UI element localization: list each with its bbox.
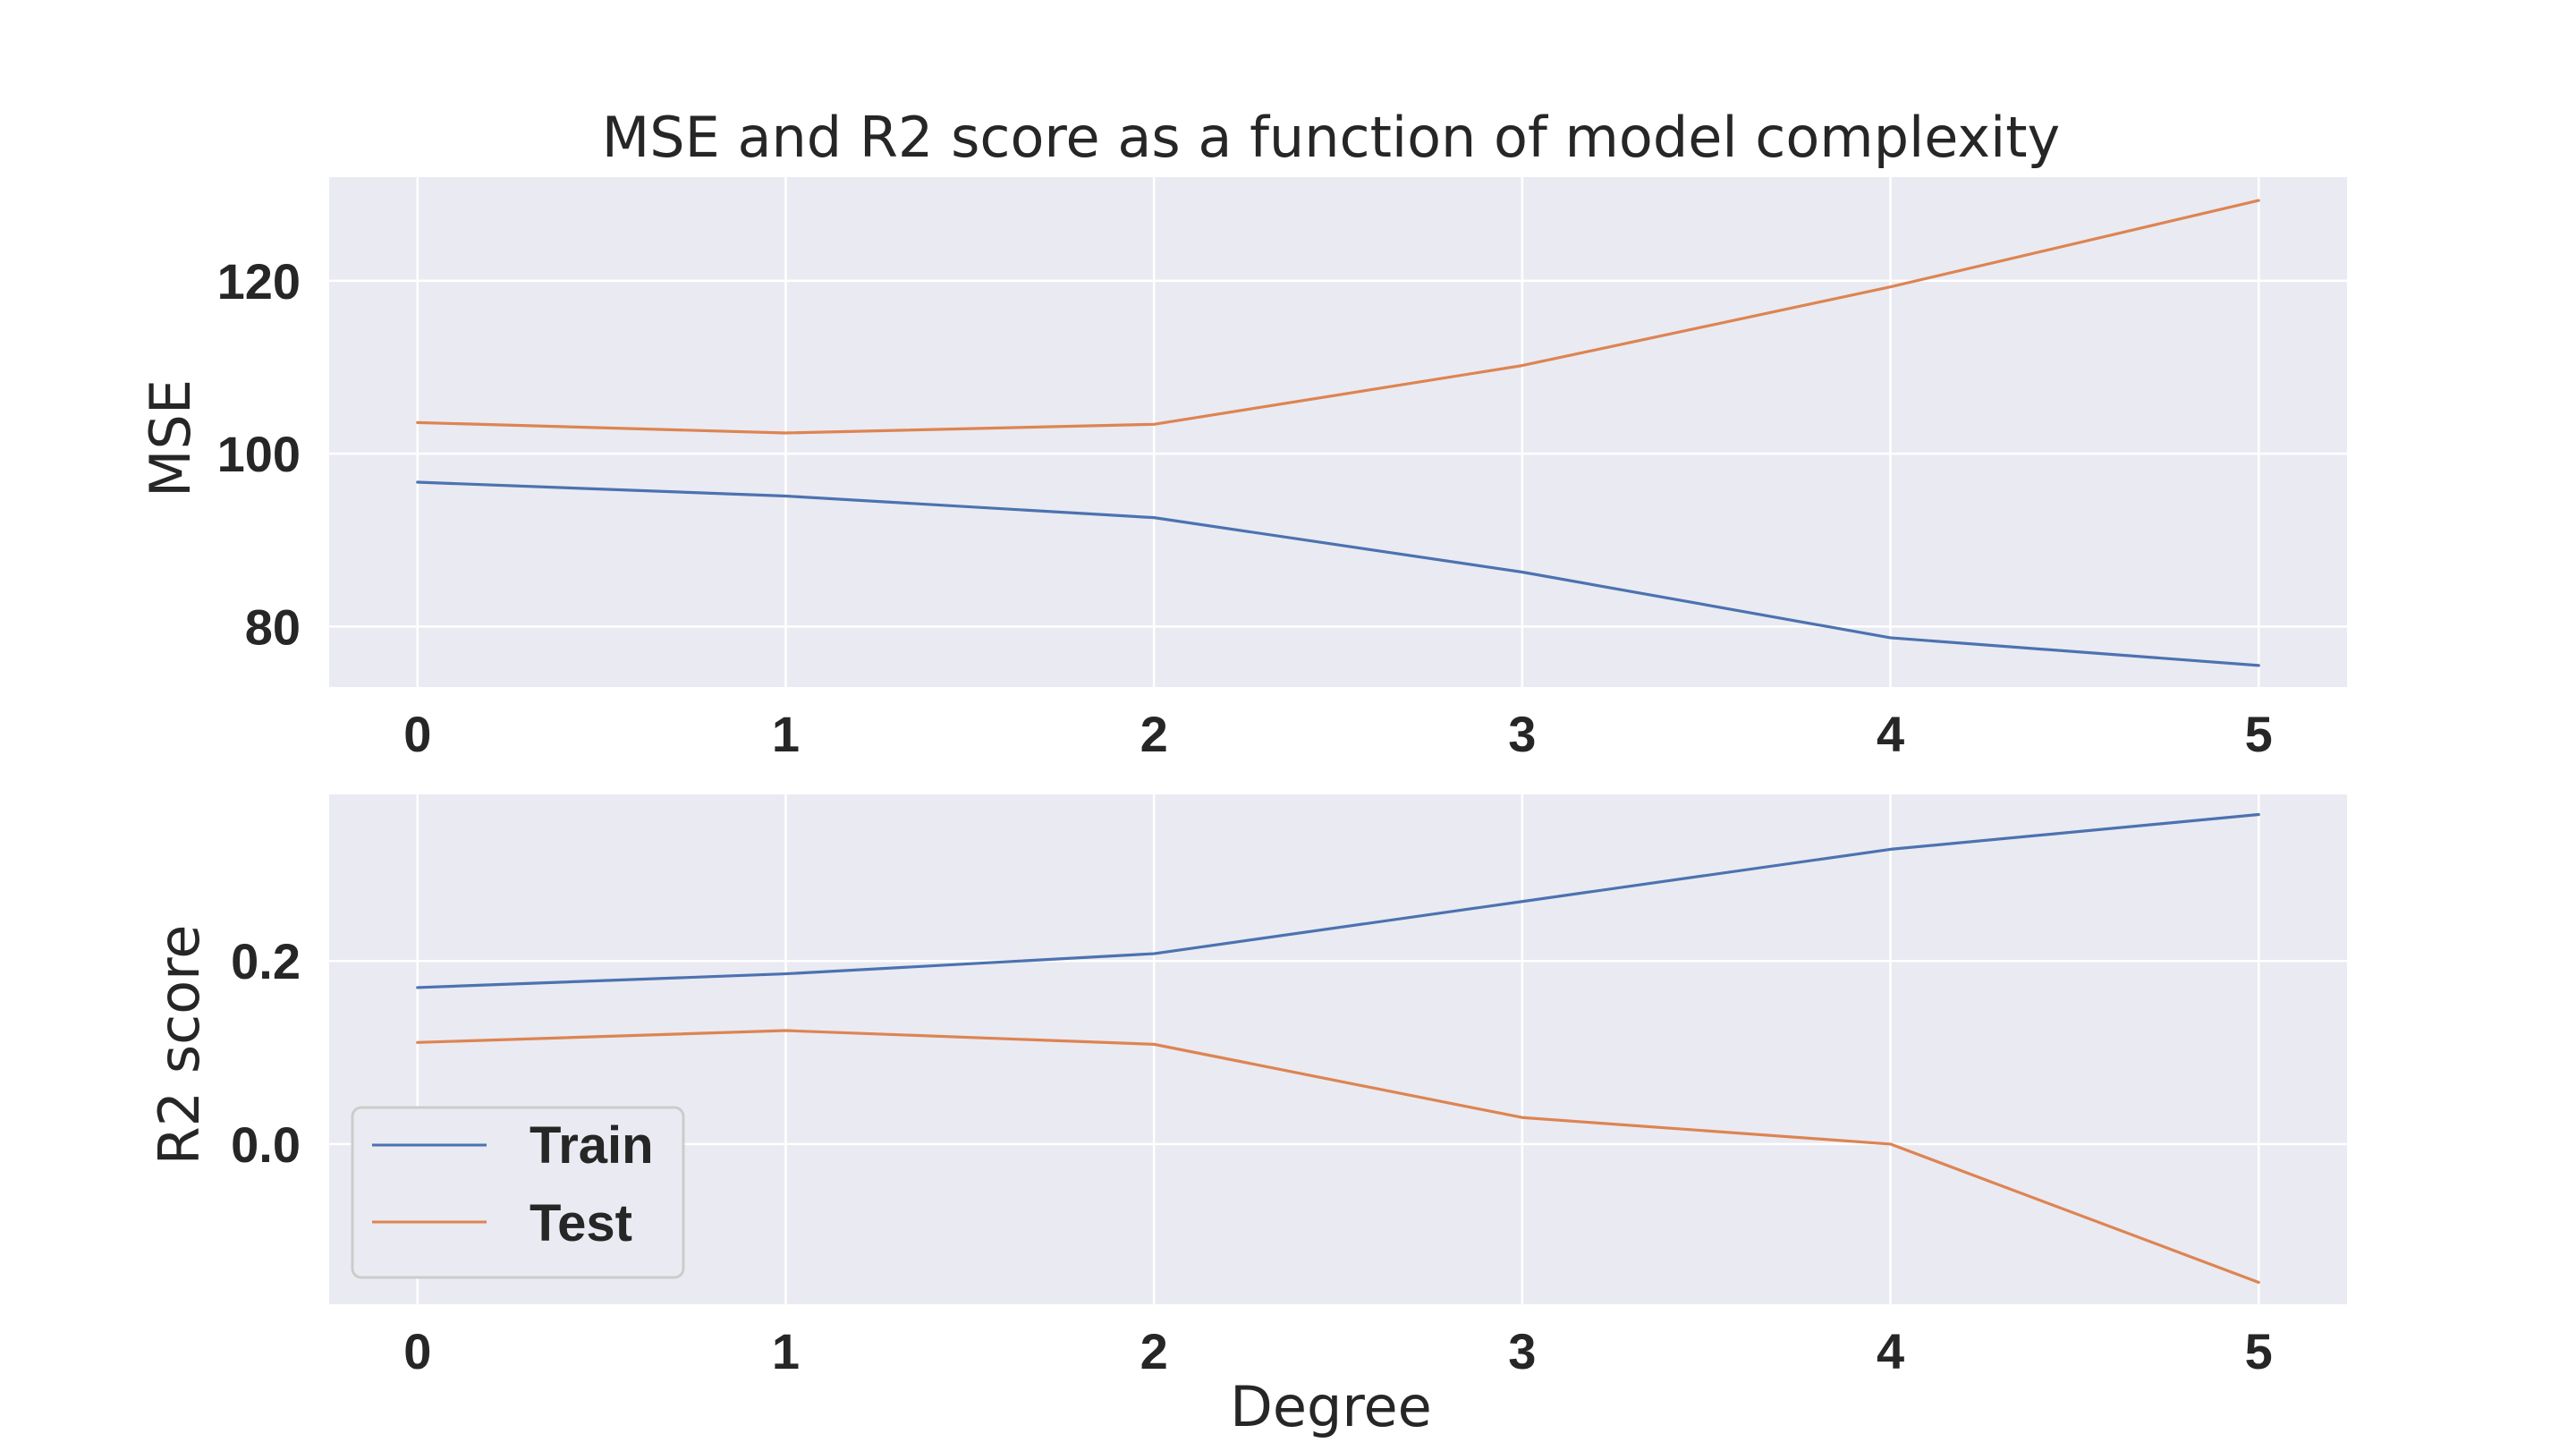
r2-y-tick-label: 0.0 <box>231 1116 301 1173</box>
r2-x-tick-label: 4 <box>1877 1323 1904 1379</box>
mse-x-tick-label: 5 <box>2245 706 2273 762</box>
mse-series <box>416 199 2260 667</box>
r2-y-axis-label: R2 score <box>147 925 212 1166</box>
r2-series-line-train <box>416 812 2260 989</box>
r2-x-tick-label: 5 <box>2245 1323 2273 1379</box>
r2-series-line-test <box>416 1029 2260 1285</box>
r2-x-tick-labels: 0 1 2 3 4 5 <box>403 1323 2273 1379</box>
legend-train-label: Train <box>530 1116 654 1175</box>
r2-series <box>416 812 2260 1285</box>
r2-x-tick-label: 0 <box>403 1323 431 1379</box>
mse-y-tick-label: 100 <box>217 426 301 482</box>
legend: Train Test <box>351 1106 685 1279</box>
x-axis-label: Degree <box>1230 1374 1432 1439</box>
mse-x-tick-label: 1 <box>772 706 800 762</box>
r2-x-tick-label: 1 <box>772 1323 800 1379</box>
mse-y-tick-label: 80 <box>245 598 301 655</box>
legend-test-label: Test <box>530 1194 632 1252</box>
legend-box <box>351 1106 685 1279</box>
r2-y-tick-labels: 0.0 0.2 <box>231 933 301 1173</box>
r2-panel: 0 1 2 3 4 5 0.0 0.2 R2 score Degree Train Test <box>147 794 2347 1439</box>
mse-x-tick-label: 2 <box>1140 706 1168 762</box>
r2-x-tick-label: 3 <box>1508 1323 1536 1379</box>
mse-x-tick-label: 0 <box>403 706 431 762</box>
chart-title: MSE and R2 score as a function of model … <box>602 105 2061 170</box>
mse-plot-area <box>329 177 2347 687</box>
mse-y-tick-label: 120 <box>217 253 301 310</box>
mse-y-axis-label: MSE <box>138 379 203 497</box>
r2-x-tick-label: 2 <box>1140 1323 1168 1379</box>
mse-series-line-train <box>416 480 2260 667</box>
mse-x-tick-labels: 0 1 2 3 4 5 <box>403 706 2273 762</box>
mse-y-tick-labels: 80 100 120 <box>217 253 301 655</box>
r2-y-tick-label: 0.2 <box>231 933 301 989</box>
mse-x-tick-label: 3 <box>1508 706 1536 762</box>
mse-series-line-test <box>416 199 2260 435</box>
mse-panel: 0 1 2 3 4 5 80 100 120 MSE <box>138 177 2347 762</box>
mse-x-tick-label: 4 <box>1877 706 1904 762</box>
